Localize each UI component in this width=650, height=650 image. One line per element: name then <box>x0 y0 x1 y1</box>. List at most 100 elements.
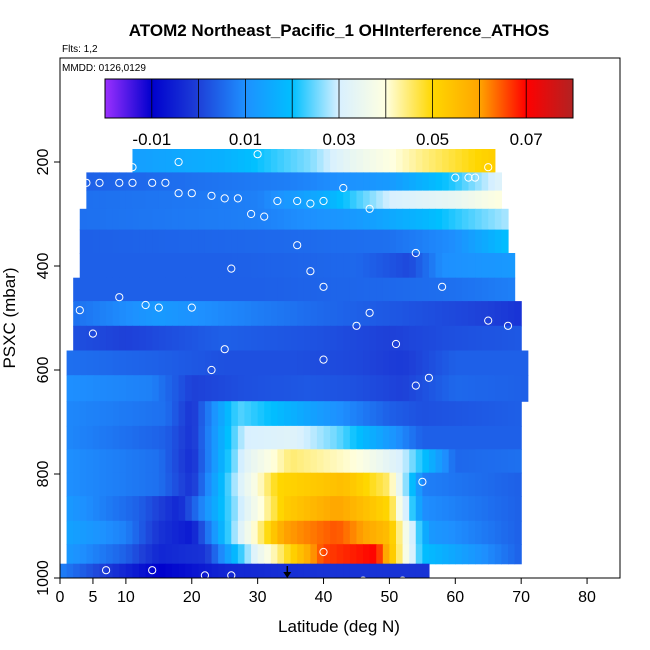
heatmap-cell <box>316 449 325 474</box>
heatmap-cell <box>382 350 391 376</box>
heatmap-cell <box>66 544 74 565</box>
heatmap-cell <box>290 425 298 450</box>
heatmap-cell <box>448 277 456 302</box>
heatmap-cell <box>442 301 450 327</box>
heatmap-cell <box>330 325 338 352</box>
heatmap-cell <box>92 544 101 565</box>
heatmap-cell <box>323 401 331 427</box>
heatmap-cell <box>112 375 120 402</box>
heatmap-cell <box>448 449 456 474</box>
heatmap-cell <box>165 229 173 254</box>
heatmap-cell <box>264 496 272 522</box>
heatmap-cell <box>428 401 437 427</box>
heatmap-cell <box>158 190 167 210</box>
sample-point <box>306 199 315 208</box>
heatmap-cell <box>402 229 410 254</box>
heatmap-cell <box>251 277 259 302</box>
heatmap-cell <box>382 472 391 497</box>
heatmap-cell <box>244 375 252 402</box>
heatmap-cell <box>224 472 232 497</box>
heatmap-cell <box>237 496 246 522</box>
heatmap-cell <box>290 449 298 474</box>
heatmap-cell <box>66 350 74 376</box>
heatmap-cell <box>514 520 522 545</box>
heatmap-cell <box>475 253 483 279</box>
heatmap-cell <box>92 253 101 279</box>
x-tick-label: 40 <box>315 589 333 606</box>
heatmap-cell <box>323 301 331 327</box>
heatmap-cell <box>185 472 193 497</box>
heatmap-cell <box>461 190 470 210</box>
sample-point <box>82 178 91 187</box>
heatmap-cell <box>211 190 219 210</box>
heatmap-cell <box>264 425 272 450</box>
heatmap-cell <box>211 277 219 302</box>
x-tick-label: 20 <box>183 589 201 606</box>
heatmap-cell <box>119 496 127 522</box>
heatmap-cell <box>435 496 443 522</box>
heatmap-cell <box>191 208 199 231</box>
heatmap-cell <box>172 253 180 279</box>
heatmap-cell <box>145 350 153 376</box>
heatmap-cell <box>264 172 272 192</box>
heatmap-cell <box>297 472 305 497</box>
heatmap-cell <box>218 277 226 302</box>
heatmap-cell <box>508 350 516 376</box>
heatmap-cell <box>376 425 384 450</box>
heatmap-cell <box>409 149 417 173</box>
heatmap-cell <box>369 563 377 578</box>
heatmap-cell <box>488 301 496 327</box>
heatmap-cell <box>119 425 127 450</box>
heatmap-cell <box>79 375 87 402</box>
heatmap-cell <box>422 375 430 402</box>
heatmap-cell <box>369 208 377 231</box>
heatmap-cell <box>139 401 147 427</box>
heatmap-cell <box>435 425 443 450</box>
heatmap-cell <box>99 208 107 231</box>
heatmap-cell <box>461 425 470 450</box>
heatmap-cell <box>415 496 423 522</box>
heatmap-cell <box>330 449 338 474</box>
heatmap-cell <box>158 472 167 497</box>
heatmap-cell <box>231 375 239 402</box>
heatmap-cell <box>310 425 318 450</box>
heatmap-cell <box>349 563 358 578</box>
heatmap-cell <box>290 253 298 279</box>
heatmap-cell <box>92 350 101 376</box>
heatmap-cell <box>409 375 417 402</box>
heatmap-cell <box>415 350 423 376</box>
heatmap-cell <box>428 172 437 192</box>
heatmap-cell <box>270 496 279 522</box>
heatmap-cell <box>106 229 114 254</box>
heatmap-cell <box>422 449 430 474</box>
heatmap-cell <box>92 496 101 522</box>
heatmap-cell <box>257 229 265 254</box>
heatmap-cell <box>455 401 463 427</box>
heatmap-cell <box>297 301 305 327</box>
location-marker-icon <box>283 572 292 578</box>
heatmap-cell <box>389 208 397 231</box>
heatmap-cell <box>455 190 463 210</box>
heatmap-cell <box>323 208 331 231</box>
heatmap-cell <box>264 208 272 231</box>
heatmap-cell <box>303 229 311 254</box>
heatmap-cell <box>145 325 153 352</box>
heatmap-cell <box>112 520 120 545</box>
heatmap-cell <box>343 325 351 352</box>
heatmap-cell <box>224 449 232 474</box>
heatmap-cell <box>158 172 167 192</box>
heatmap-cell <box>297 172 305 192</box>
heatmap-cell <box>231 425 239 450</box>
heatmap-cell <box>455 253 463 279</box>
heatmap-cell <box>409 190 417 210</box>
heatmap-cell <box>73 277 81 302</box>
colorbar-tick-label: 0.01 <box>229 130 262 149</box>
heatmap-cell <box>514 301 522 327</box>
heatmap-cell <box>178 472 186 497</box>
heatmap-cell <box>86 375 94 402</box>
heatmap-cell <box>244 253 252 279</box>
heatmap-cell <box>237 253 246 279</box>
heatmap-cell <box>316 520 325 545</box>
heatmap-cell <box>284 149 292 173</box>
heatmap-cell <box>468 253 476 279</box>
